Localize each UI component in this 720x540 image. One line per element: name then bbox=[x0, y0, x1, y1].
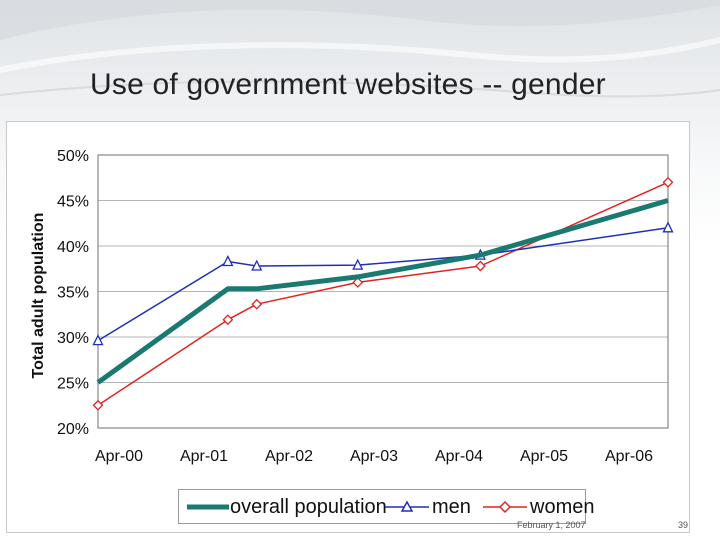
x-tick-label: Apr-00 bbox=[95, 448, 143, 465]
x-tick-label: Apr-03 bbox=[350, 448, 398, 465]
line-chart: 20% 25% 30% 35% 40% 45% 50% Apr-00 Apr-01 Apr-02 A… bbox=[30, 148, 674, 465]
page-number: 39 bbox=[678, 520, 689, 530]
x-tick-label: Apr-01 bbox=[180, 448, 228, 465]
legend-item-men: men bbox=[379, 490, 479, 523]
marker-men-point bbox=[251, 259, 263, 271]
marker-men-point bbox=[352, 258, 364, 270]
x-tick-label: Apr-02 bbox=[265, 448, 313, 465]
marker-women-point bbox=[662, 176, 674, 188]
x-tick-label: Apr-05 bbox=[520, 448, 568, 465]
marker-women-point bbox=[92, 399, 104, 411]
y-tick-label: 25% bbox=[57, 376, 89, 393]
y-tick-label: 35% bbox=[57, 285, 89, 302]
legend-swatch-overall bbox=[187, 504, 229, 510]
y-tick-label: 50% bbox=[57, 148, 89, 165]
y-tick-label: 30% bbox=[57, 330, 89, 347]
x-tick-label: Apr-04 bbox=[435, 448, 483, 465]
marker-men-point bbox=[222, 255, 234, 267]
chart-panel: 20% 25% 30% 35% 40% 45% 50% Apr-00 Apr-01 Apr-02 A… bbox=[6, 121, 690, 533]
marker-women-point bbox=[222, 314, 234, 326]
marker-men-point bbox=[662, 221, 674, 233]
legend-label-women: women bbox=[530, 496, 595, 518]
legend-swatch-women bbox=[483, 500, 527, 514]
y-tick-label: 40% bbox=[57, 239, 89, 256]
chart-legend: overall population men women bbox=[178, 489, 594, 524]
marker-women-point bbox=[352, 276, 364, 288]
legend-swatch-men bbox=[385, 500, 429, 512]
legend-label-men: men bbox=[432, 496, 471, 518]
marker-men-point bbox=[92, 334, 104, 346]
plot-area-border bbox=[97, 154, 669, 429]
footer-date: February 1, 2007 bbox=[517, 520, 586, 530]
y-tick-label: 20% bbox=[57, 421, 89, 438]
marker-women-point bbox=[251, 298, 263, 310]
y-axis-title: Total adult population bbox=[30, 213, 47, 379]
marker-women-point bbox=[474, 260, 486, 272]
slide-title: Use of government websites -- gender bbox=[90, 68, 606, 101]
series-line-men bbox=[97, 227, 669, 342]
series-line-women bbox=[97, 181, 669, 406]
legend-item-overall: overall population bbox=[179, 490, 387, 523]
series-line-overall-population bbox=[96, 198, 669, 385]
y-tick-label: 45% bbox=[57, 194, 89, 211]
background-decoration bbox=[0, 0, 720, 98]
legend-item-women: women bbox=[477, 490, 594, 523]
x-tick-label: Apr-06 bbox=[605, 448, 653, 465]
legend-label-overall: overall population bbox=[230, 496, 387, 518]
